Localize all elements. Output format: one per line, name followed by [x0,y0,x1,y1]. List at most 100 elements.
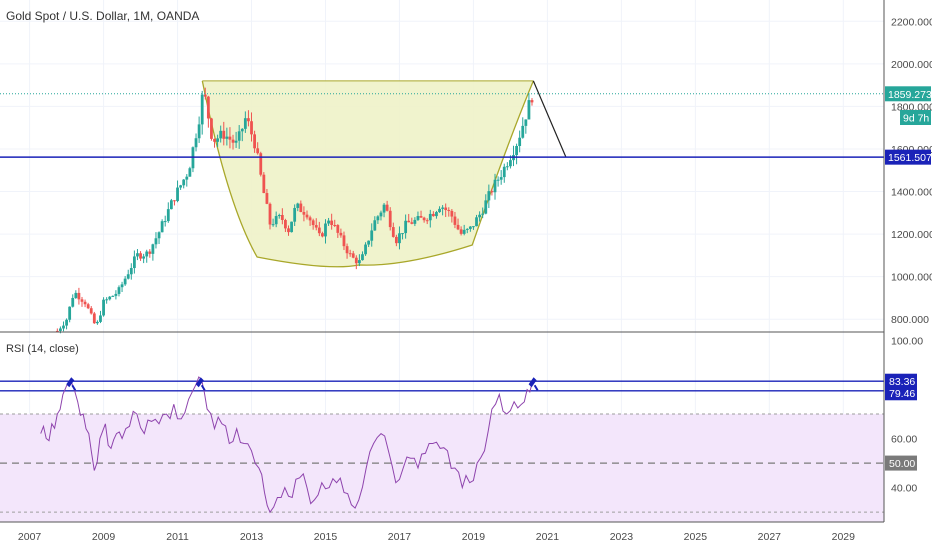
candle-up [65,319,68,326]
countdown-badge: 9d 7h [900,110,931,125]
candle-down [391,227,395,237]
pen-marker-icon[interactable] [66,377,77,391]
time-tick-label: 2015 [314,531,338,543]
candle-down [333,224,337,226]
candle-down [139,253,142,259]
rsi-tick-label: 100.00 [891,335,923,347]
candle-down [262,174,266,194]
time-tick-label: 2007 [18,531,42,543]
rsi-upper-value: 83.36 [889,376,915,388]
candle-down [410,222,414,224]
candle-up [123,278,127,285]
time-tick-label: 2013 [240,531,264,543]
candle-up [481,213,485,215]
candle-down [388,210,392,228]
candle-down [453,216,457,225]
candle-up [102,299,105,316]
pen-marker-icon[interactable] [528,377,539,391]
current-price-value: 1859.273 [888,89,932,101]
candle-down [336,225,340,233]
time-tick-label: 2025 [684,531,708,543]
candle-up [145,251,149,257]
candle-up [518,137,522,147]
price-tick-label: 2000.000 [891,59,932,71]
candle-up [462,229,466,234]
candle-down [210,118,213,139]
countdown-value: 9d 7h [903,113,929,125]
candle-down [351,253,355,258]
time-axis[interactable]: 2007 2009 2011 2013 2015 2017 2019 2021 2023 2025… [18,531,855,543]
candle-down [314,225,318,228]
candle-down [447,210,451,212]
candle-up [117,287,121,294]
candle-down [407,220,411,223]
price-tick-label: 1400.000 [891,187,932,199]
candle-down [77,292,81,300]
candle-down [280,215,284,220]
candle-up [293,207,297,222]
pen-marker-body [195,377,204,388]
candle-down [354,257,358,264]
cup-curve [201,80,534,268]
price-tick-label: 1000.000 [891,272,932,284]
candle-up [216,138,220,142]
candle-down [268,203,272,225]
rsi-axis[interactable]: 100.00 60.00 40.00 [891,335,923,494]
candle-down [89,308,93,314]
candle-down [311,220,315,226]
candle-up [379,212,383,217]
pen-marker-tip [71,384,77,391]
candle-up [413,219,417,224]
candle-down [444,207,448,211]
candle-down [317,227,321,234]
candle-up [502,166,506,178]
candle-down [148,251,152,254]
candle-up [176,187,179,202]
candle-up [478,214,482,218]
candle-up [438,208,441,213]
support-price-badge: 1561.507 [885,149,932,165]
candle-down [231,139,235,143]
candle-up [376,216,380,221]
candle-down [259,153,263,175]
candle-up [234,140,238,143]
candle-up [401,233,404,235]
pen-marker-icon[interactable] [195,377,206,391]
candle-down [253,134,256,149]
rsi-title: RSI (14, close) [6,343,79,355]
candle-up [142,256,146,259]
candle-down [385,204,389,211]
candle-down [80,299,84,302]
rsi-upper-badge: 83.36 [885,373,917,389]
time-tick-label: 2017 [388,531,412,543]
candle-up [59,328,62,331]
candle-up [166,209,170,222]
pen-marker-body [528,377,537,388]
candle-up [271,224,275,226]
time-tick-label: 2027 [758,531,782,543]
rsi-peak-markers[interactable] [66,377,539,391]
candle-up [370,230,374,241]
candle-down [450,210,454,217]
candle-up [509,160,512,167]
time-tick-label: 2011 [166,531,189,543]
time-tick-label: 2009 [92,531,116,543]
candle-up [367,240,371,245]
candle-up [169,200,173,210]
candle-up [200,94,204,125]
candle-down [228,136,232,140]
candle-down [247,118,250,122]
candle-up [499,177,503,180]
candle-up [361,254,364,261]
candle-down [431,213,435,217]
candle-up [364,244,367,255]
price-tick-label: 1200.000 [891,229,932,241]
candle-down [55,330,59,332]
candle-up [163,221,167,223]
candle-up [219,130,223,139]
candle-down [299,203,303,212]
candle-down [330,220,334,225]
candle-up [524,119,528,126]
candle-down [265,193,269,204]
